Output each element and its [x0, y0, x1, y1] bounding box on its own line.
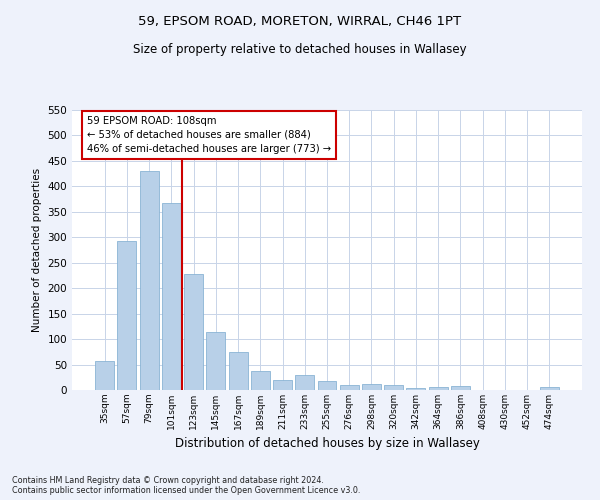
- Bar: [251, 370, 270, 390]
- Text: 59 EPSOM ROAD: 108sqm
← 53% of detached houses are smaller (884)
46% of semi-det: 59 EPSOM ROAD: 108sqm ← 53% of detached …: [88, 116, 331, 154]
- Bar: [429, 387, 448, 390]
- Y-axis label: Number of detached properties: Number of detached properties: [32, 168, 42, 332]
- Bar: [140, 171, 158, 390]
- Bar: [95, 361, 114, 390]
- Bar: [295, 375, 314, 390]
- Bar: [162, 203, 181, 390]
- Text: Contains HM Land Registry data © Crown copyright and database right 2024.
Contai: Contains HM Land Registry data © Crown c…: [12, 476, 361, 495]
- Bar: [406, 388, 425, 390]
- Bar: [384, 386, 403, 390]
- Text: Size of property relative to detached houses in Wallasey: Size of property relative to detached ho…: [133, 42, 467, 56]
- Bar: [540, 388, 559, 390]
- Bar: [362, 384, 381, 390]
- Bar: [340, 386, 359, 390]
- Bar: [451, 386, 470, 390]
- Bar: [273, 380, 292, 390]
- X-axis label: Distribution of detached houses by size in Wallasey: Distribution of detached houses by size …: [175, 438, 479, 450]
- Bar: [229, 352, 248, 390]
- Bar: [206, 332, 225, 390]
- Bar: [184, 274, 203, 390]
- Bar: [118, 241, 136, 390]
- Text: 59, EPSOM ROAD, MORETON, WIRRAL, CH46 1PT: 59, EPSOM ROAD, MORETON, WIRRAL, CH46 1P…: [139, 15, 461, 28]
- Bar: [317, 382, 337, 390]
